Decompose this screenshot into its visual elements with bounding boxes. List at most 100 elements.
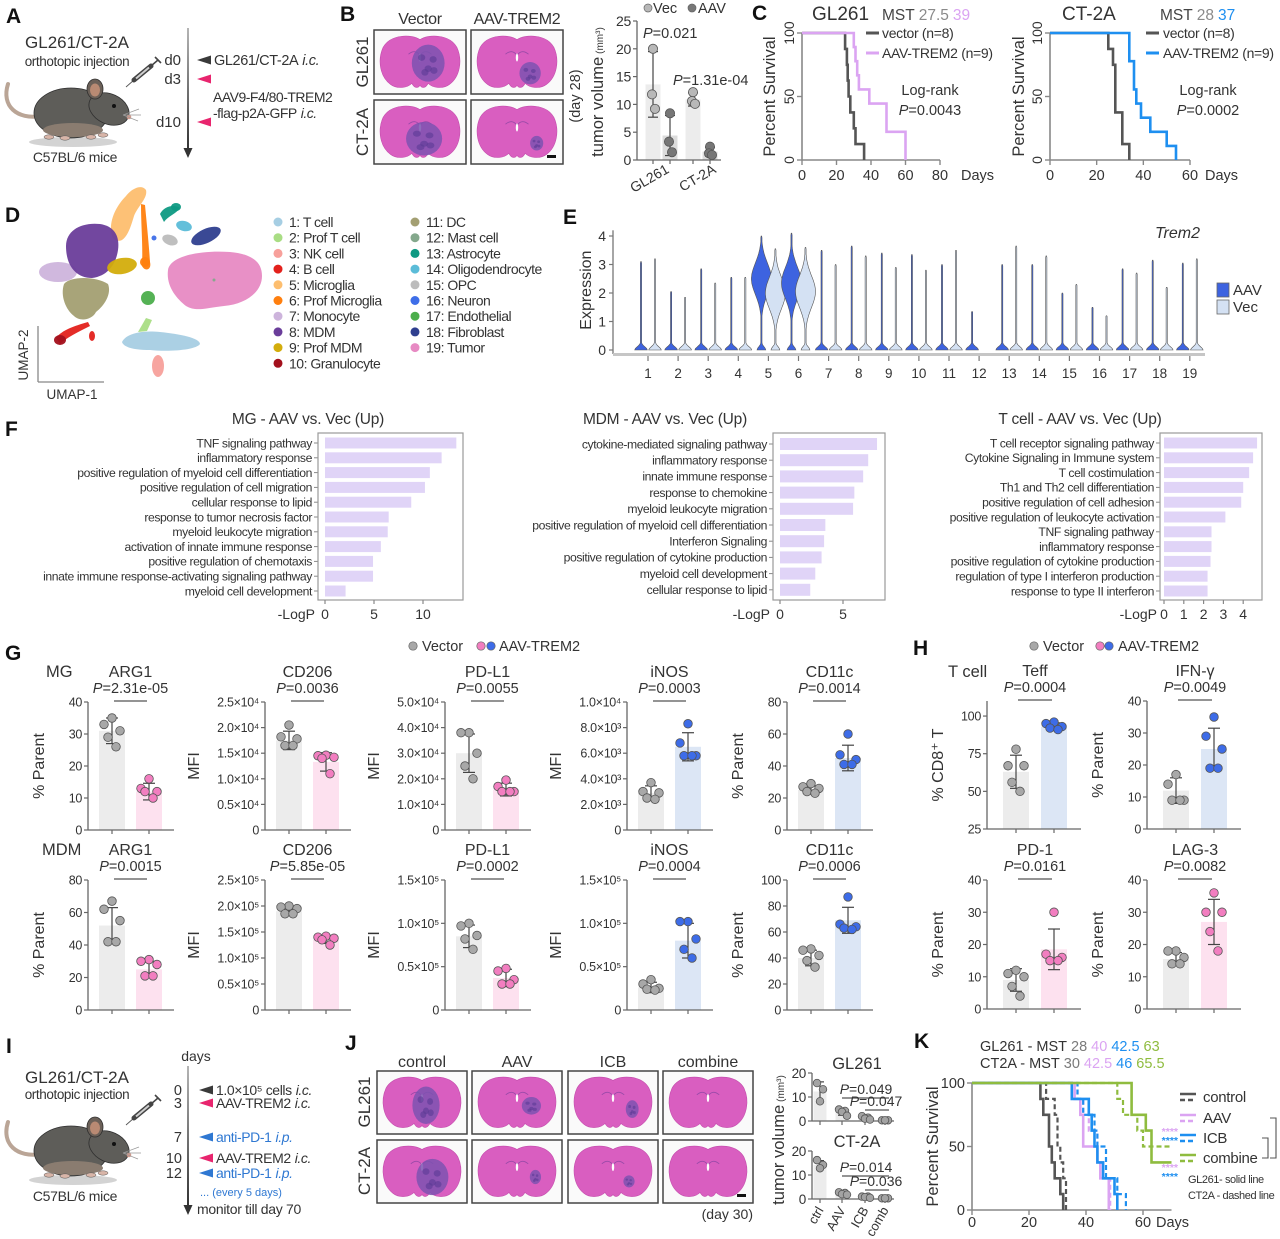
- y-tick-label: 50: [1029, 89, 1045, 105]
- data-point: [115, 915, 125, 926]
- y-tick-label: 40: [1128, 695, 1142, 709]
- y-tick-label: 0: [598, 342, 606, 358]
- tumor-texture: [531, 1173, 535, 1177]
- x-tick-label: 2: [1200, 606, 1208, 622]
- mouse-eye: [112, 1142, 116, 1146]
- p-value: P=5.85e-05: [270, 859, 345, 875]
- panel-label-h: H: [913, 637, 928, 660]
- panel-label-e: E: [563, 206, 577, 229]
- p-number: 0.0036: [294, 681, 338, 697]
- umap-cluster-6-prof-microglia: [140, 257, 150, 267]
- x-tick-label: 17: [1122, 366, 1137, 381]
- category-label: T cell costimulation: [1059, 466, 1154, 480]
- p-number: 0.021: [661, 26, 697, 42]
- ventricle: [611, 1094, 615, 1103]
- legend-label: Vec: [653, 1, 677, 17]
- y-tick-label: 20: [1128, 759, 1142, 773]
- category-label: activation of innate immune response: [125, 540, 313, 554]
- category-label: positive regulation of leukocyte activat…: [950, 510, 1154, 524]
- legend-label: AAV: [1233, 282, 1262, 299]
- p-number: 0.0006: [816, 859, 860, 875]
- panel-label-b: B: [340, 3, 355, 26]
- y-tick-label: 0: [432, 824, 439, 838]
- data-point: [497, 786, 507, 797]
- y-axis-label: % Parent: [1090, 732, 1107, 798]
- timeline-day: d0: [164, 52, 181, 69]
- data-point: [1171, 769, 1181, 780]
- y-axis-label: MFI: [186, 752, 203, 780]
- p-symbol: P: [850, 1173, 860, 1189]
- data-point: [148, 971, 158, 981]
- y-axis-label: MFI: [548, 931, 565, 959]
- data-point: [329, 752, 339, 762]
- y-tick-label: 25: [616, 13, 631, 29]
- mst-value: 63: [1144, 1039, 1160, 1055]
- mouse-foot: [97, 132, 109, 138]
- chart-title: CT-2A: [834, 1133, 881, 1151]
- median-survival-row: CT2A - MST 30 42.5 46 65.5: [980, 1056, 1165, 1072]
- legend-item-aav: AAV: [1180, 1110, 1232, 1127]
- column-header: ICB: [600, 1054, 627, 1071]
- timeline-day: 10: [166, 1151, 182, 1167]
- legend-dot: [410, 264, 420, 274]
- bar-vector: [798, 790, 824, 830]
- umap-cluster-9-prof-mdm: [107, 257, 137, 275]
- legend-dot: [410, 248, 420, 258]
- mouse-whisker: [122, 114, 139, 122]
- legend-label: 2: Prof T cell: [289, 230, 360, 246]
- y-tick-label: 60: [768, 926, 782, 940]
- mst-value: 27.5: [919, 7, 949, 24]
- violin-aav-cluster-19: [1176, 262, 1190, 351]
- data-point: [1011, 965, 1021, 976]
- data-point: [144, 774, 154, 784]
- x-tick-label: 80: [932, 168, 948, 184]
- bar-aav-trem2: [1041, 726, 1067, 829]
- legend-item-10-granulocyte: 10: Granulocyte: [273, 355, 382, 371]
- data-point: [99, 719, 109, 730]
- legend-dot: [273, 358, 283, 368]
- umap-cluster-17-endothelial: [141, 291, 155, 305]
- category-label: positive regulation of myeloid cell diff…: [532, 518, 767, 532]
- category-label: positive regulation of cell adhesion: [982, 496, 1154, 510]
- p-number: 0.0082: [1182, 859, 1226, 875]
- p-equals: =: [1173, 680, 1181, 696]
- umap-cluster-4-b-cell: [89, 331, 95, 341]
- p-value: P=0.0006: [798, 859, 861, 875]
- y-tick-label: 4.0×10⁴: [397, 721, 439, 735]
- data-point: [472, 748, 482, 758]
- bar-tnf-signaling-pathway: [325, 437, 457, 449]
- p-value: P=0.014: [840, 1159, 893, 1175]
- bar-gl261-vec: [645, 84, 661, 160]
- panel-label-g: G: [5, 642, 21, 665]
- y-tick-label: 0: [957, 1203, 965, 1219]
- event-arrow-icon: [199, 1153, 213, 1163]
- data-point: [810, 962, 820, 972]
- legend-label: vector (n=8): [1163, 25, 1235, 41]
- x-tick-label: 60: [1135, 1215, 1151, 1231]
- survival-curve-aav-trem2-n-9: [1050, 31, 1178, 160]
- data-point: [679, 751, 689, 761]
- p-value: P=0.047: [850, 1093, 903, 1109]
- y-tick-label: 40: [69, 696, 83, 710]
- violin-vec-cluster-5: [765, 248, 786, 351]
- brain-section: [477, 1145, 557, 1197]
- p-symbol: P: [1004, 680, 1014, 696]
- violin-vec-cluster-4: [738, 277, 753, 351]
- legend-item-4-b-cell: 4: B cell: [273, 261, 335, 277]
- bar-interferon-signaling: [780, 535, 825, 548]
- data-point: [683, 916, 693, 927]
- y-tick-label: 50: [968, 785, 982, 799]
- y-tick-label: 40: [69, 939, 83, 953]
- y-axis-label: % CD8⁺ T: [930, 728, 947, 801]
- timeline-line: [187, 1066, 189, 1207]
- violin-aav-cluster-15: [1055, 292, 1070, 351]
- chart-G-MG-PD-L1: 0 1.0×10⁴ 2.0×10⁴ 3.0×10⁴ 4.0×10⁴ 5.0×10⁴ MFI P…: [366, 664, 531, 838]
- legend-dot: [273, 264, 283, 274]
- tumor-texture: [629, 1111, 633, 1116]
- violin-aav-cluster-13: [995, 264, 1009, 351]
- data-point: [276, 732, 286, 742]
- tumor-texture: [530, 68, 536, 73]
- legend-item-1-t-cell: 1: T cell: [273, 214, 334, 230]
- legend-label: 10: Granulocyte: [289, 355, 381, 371]
